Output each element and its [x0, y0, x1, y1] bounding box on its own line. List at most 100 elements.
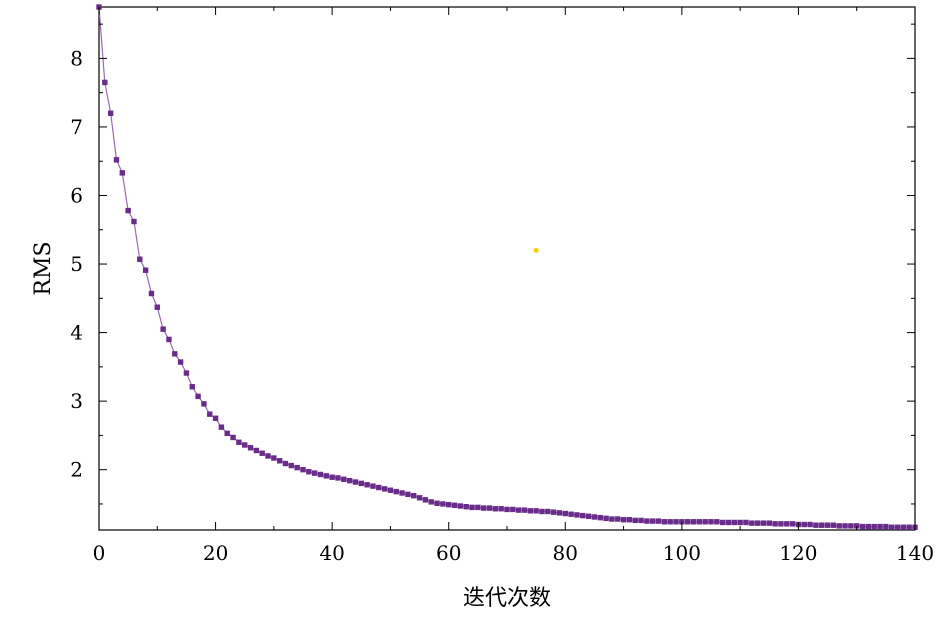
data-point — [154, 304, 160, 310]
data-point — [545, 508, 551, 515]
data-point — [107, 110, 114, 116]
data-point — [271, 455, 277, 461]
data-point — [504, 506, 510, 513]
data-point — [131, 218, 137, 225]
data-point — [434, 500, 440, 506]
data-point — [236, 439, 242, 445]
x-tick-label: 60 — [436, 541, 461, 565]
data-point — [708, 519, 714, 525]
data-point — [848, 523, 854, 529]
data-point — [580, 512, 586, 519]
data-point — [259, 450, 265, 456]
data-point — [550, 509, 557, 515]
data-point — [731, 519, 738, 526]
data-point — [323, 473, 330, 479]
data-point — [789, 521, 796, 527]
data-point — [195, 393, 201, 400]
data-point — [265, 453, 271, 459]
data-point — [906, 524, 912, 530]
data-point — [446, 501, 452, 508]
data-point — [119, 170, 126, 176]
data-point — [416, 495, 423, 501]
data-point — [772, 521, 778, 527]
data-point — [224, 430, 230, 437]
data-point — [632, 517, 638, 524]
data-point — [527, 508, 534, 514]
data-point — [830, 522, 837, 528]
series-line — [98, 6, 915, 528]
data-point — [463, 503, 469, 510]
data-point — [451, 502, 458, 509]
data-point — [865, 523, 872, 530]
data-point — [148, 290, 155, 297]
axes: 0 20 40 60 80 100 120 140 2 3 4 5 6 7 8 — [70, 7, 934, 565]
data-point — [626, 517, 633, 523]
data-point — [702, 519, 708, 525]
data-point — [836, 523, 842, 529]
data-point — [684, 519, 691, 525]
data-point — [644, 518, 650, 524]
data-point — [737, 519, 743, 526]
data-point — [760, 520, 767, 526]
data-point — [603, 515, 609, 522]
y-tick-label: 2 — [70, 458, 83, 482]
data-point — [317, 471, 324, 478]
y-tick-label: 8 — [70, 46, 83, 70]
data-point — [212, 415, 219, 421]
y-tick-label: 6 — [70, 183, 83, 207]
data-point — [282, 460, 289, 467]
data-point — [615, 516, 621, 522]
data-point — [877, 523, 883, 530]
data-point — [743, 519, 749, 526]
data-point — [696, 519, 703, 525]
data-point — [888, 524, 895, 530]
data-point — [661, 519, 668, 525]
data-point — [650, 518, 656, 524]
data-point — [387, 487, 394, 493]
data-point — [346, 477, 353, 484]
data-point — [300, 466, 306, 473]
series-group — [96, 4, 918, 530]
data-point — [673, 519, 679, 525]
x-tick-label: 80 — [553, 541, 578, 565]
data-point — [230, 434, 236, 441]
data-point — [469, 504, 475, 511]
data-point — [655, 518, 662, 524]
plot-area — [98, 6, 916, 531]
data-point — [854, 523, 860, 529]
x-tick-label: 0 — [93, 541, 106, 565]
data-point — [667, 519, 673, 525]
data-point — [102, 79, 108, 86]
x-tick-label: 20 — [203, 541, 228, 565]
data-point — [475, 504, 481, 511]
data-point — [766, 520, 772, 526]
data-point — [486, 505, 493, 511]
data-point — [556, 510, 563, 516]
data-point — [142, 267, 149, 273]
data-point — [819, 522, 825, 528]
data-point — [457, 503, 464, 509]
data-point — [690, 519, 697, 525]
data-point — [172, 351, 178, 357]
data-point — [562, 510, 568, 517]
data-point — [515, 507, 522, 513]
y-axis-title: RMS — [31, 241, 56, 295]
data-point — [311, 470, 318, 476]
data-point — [288, 462, 295, 469]
data-point — [306, 469, 312, 475]
highlight-point — [533, 247, 539, 253]
data-point — [113, 157, 120, 163]
plot-frame — [98, 6, 916, 531]
data-point — [749, 520, 755, 526]
data-point — [533, 508, 539, 514]
data-point — [160, 326, 166, 332]
x-tick-label: 120 — [779, 541, 817, 565]
data-point — [719, 519, 726, 526]
data-point — [585, 513, 592, 519]
data-point — [778, 521, 784, 527]
data-point — [207, 411, 213, 417]
data-point — [813, 522, 819, 528]
data-point — [591, 514, 598, 520]
data-point — [824, 522, 831, 528]
